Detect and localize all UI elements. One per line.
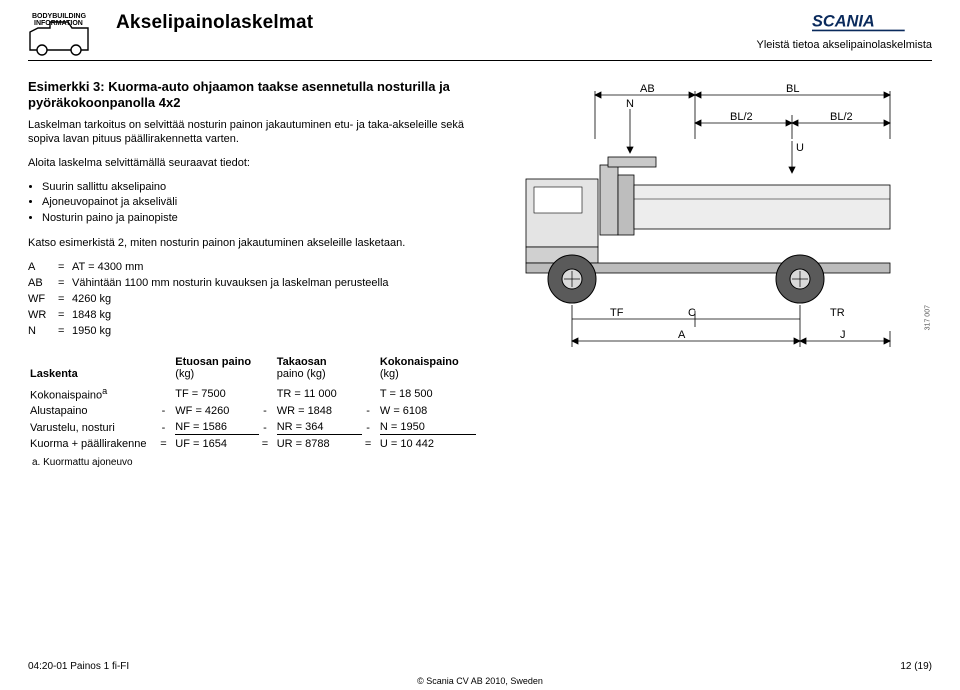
def-val: 4260 kg: [72, 292, 111, 308]
calculation-block: Laskenta Etuosan paino(kg) Takaosanpaino…: [28, 354, 478, 469]
svg-text:SCANIA: SCANIA: [812, 12, 875, 30]
col-head: Takaosan: [277, 356, 327, 368]
page-header: BODYBUILDING INFORMATION Akselipainolask…: [28, 10, 932, 61]
dim-label: BL/2: [730, 111, 753, 123]
calc-cell: UR = 8788: [277, 437, 363, 451]
footer-center: © Scania CV AB 2010, Sweden: [0, 676, 960, 686]
dim-label: AB: [640, 83, 655, 95]
calc-cell: [364, 385, 378, 403]
content: Esimerkki 3: Kuorma-auto ohjaamon taakse…: [28, 79, 932, 468]
def-key: WF: [28, 292, 58, 308]
dim-label: U: [796, 142, 804, 154]
dim-label: BL: [786, 83, 799, 95]
dim-label: N: [626, 98, 634, 110]
calc-cell: T = 18 500: [380, 385, 476, 403]
figure-id-label: 317 007: [924, 305, 931, 330]
def-val: 1848 kg: [72, 308, 111, 324]
definitions: A=AT = 4300 mm AB=Vähintään 1100 mm nost…: [28, 260, 478, 340]
dim-label: C: [688, 307, 696, 319]
calc-cell: U = 10 442: [380, 437, 476, 451]
calc-footnote: a. Kuormattu ajoneuvo: [28, 457, 478, 468]
page-footer: 04:20-01 Painos 1 fi-FI 12 (19): [28, 661, 932, 672]
scania-logo: SCANIA: [812, 10, 932, 34]
def-key: WR: [28, 308, 58, 324]
header-left: BODYBUILDING INFORMATION Akselipainolask…: [28, 10, 313, 58]
start-paragraph: Aloita laskelma selvittämällä seuraavat …: [28, 156, 478, 170]
calc-cell: WF = 4260: [175, 404, 259, 418]
calc-cell: NR = 364: [277, 420, 363, 435]
col-head: Kokonaispaino: [380, 356, 459, 368]
list-item: Ajoneuvopainot ja akseliväli: [42, 195, 478, 210]
dim-label: J: [840, 329, 846, 341]
def-val: AT = 4300 mm: [72, 260, 143, 276]
list-item: Suurin sallittu akselipaino: [42, 180, 478, 195]
calc-cell: TR = 11 000: [277, 385, 363, 403]
dim-label: A: [678, 329, 686, 341]
calc-cell: =: [160, 437, 174, 451]
calc-cell: TF = 7500: [175, 385, 259, 403]
dim-label: TF: [610, 307, 624, 319]
calc-cell: -: [160, 404, 174, 418]
calc-cell: -: [364, 420, 378, 435]
calc-cell: Kuorma + päällirakenne: [30, 437, 158, 451]
svg-text:INFORMATION: INFORMATION: [34, 20, 83, 27]
calc-cell: UF = 1654: [175, 437, 259, 451]
col-sub: (kg): [175, 368, 194, 380]
def-key: N: [28, 324, 58, 340]
footer-right: 12 (19): [900, 661, 932, 672]
calc-cell: -: [261, 420, 275, 435]
truck-figure: AB BL N BL/2 BL/2 U: [500, 79, 910, 468]
truck-icon: [526, 157, 890, 303]
intro-paragraph: Laskelman tarkoitus on selvittää nosturi…: [28, 118, 478, 146]
calc-table: Laskenta Etuosan paino(kg) Takaosanpaino…: [28, 354, 478, 454]
dim-label: TR: [830, 307, 845, 319]
list-item: Nosturin paino ja painopiste: [42, 211, 478, 226]
calc-cell: N = 1950: [380, 420, 476, 435]
footer-left: 04:20-01 Painos 1 fi-FI: [28, 661, 129, 672]
dim-label: BL/2: [830, 111, 853, 123]
def-key: A: [28, 260, 58, 276]
left-column: Esimerkki 3: Kuorma-auto ohjaamon taakse…: [28, 79, 478, 468]
col-sub: paino (kg): [277, 368, 326, 380]
col-head: Laskenta: [30, 368, 78, 380]
bodybuilding-info-logo: BODYBUILDING INFORMATION: [28, 10, 106, 58]
calc-cell: [160, 385, 174, 403]
calc-cell: -: [160, 420, 174, 435]
page-title: Akselipainolaskelmat: [116, 12, 313, 34]
calc-cell: -: [261, 404, 275, 418]
header-right: SCANIA Yleistä tietoa akselipainolaskelm…: [757, 10, 932, 51]
col-sub: (kg): [380, 368, 399, 380]
def-val: 1950 kg: [72, 324, 111, 340]
bullet-list: Suurin sallittu akselipaino Ajoneuvopain…: [28, 180, 478, 226]
calc-cell: Varustelu, nosturi: [30, 420, 158, 435]
calc-cell: WR = 1848: [277, 404, 363, 418]
svg-text:BODYBUILDING: BODYBUILDING: [32, 13, 87, 20]
calc-cell: Alustapaino: [30, 404, 158, 418]
calc-cell: =: [364, 437, 378, 451]
header-subtitle: Yleistä tietoa akselipainolaskelmista: [757, 39, 932, 51]
calc-cell: =: [261, 437, 275, 451]
calc-cell: NF = 1586: [175, 420, 259, 435]
example-title: Esimerkki 3: Kuorma-auto ohjaamon taakse…: [28, 79, 478, 112]
col-head: Etuosan paino: [175, 356, 251, 368]
calc-cell: [261, 385, 275, 403]
calc-cell: Kokonaispainoa: [30, 385, 158, 403]
see-paragraph: Katso esimerkistä 2, miten nosturin pain…: [28, 236, 478, 250]
calc-cell: W = 6108: [380, 404, 476, 418]
truck-diagram: AB BL N BL/2 BL/2 U: [500, 79, 910, 359]
calc-cell: -: [364, 404, 378, 418]
def-val: Vähintään 1100 mm nosturin kuvauksen ja …: [72, 276, 389, 292]
def-key: AB: [28, 276, 58, 292]
